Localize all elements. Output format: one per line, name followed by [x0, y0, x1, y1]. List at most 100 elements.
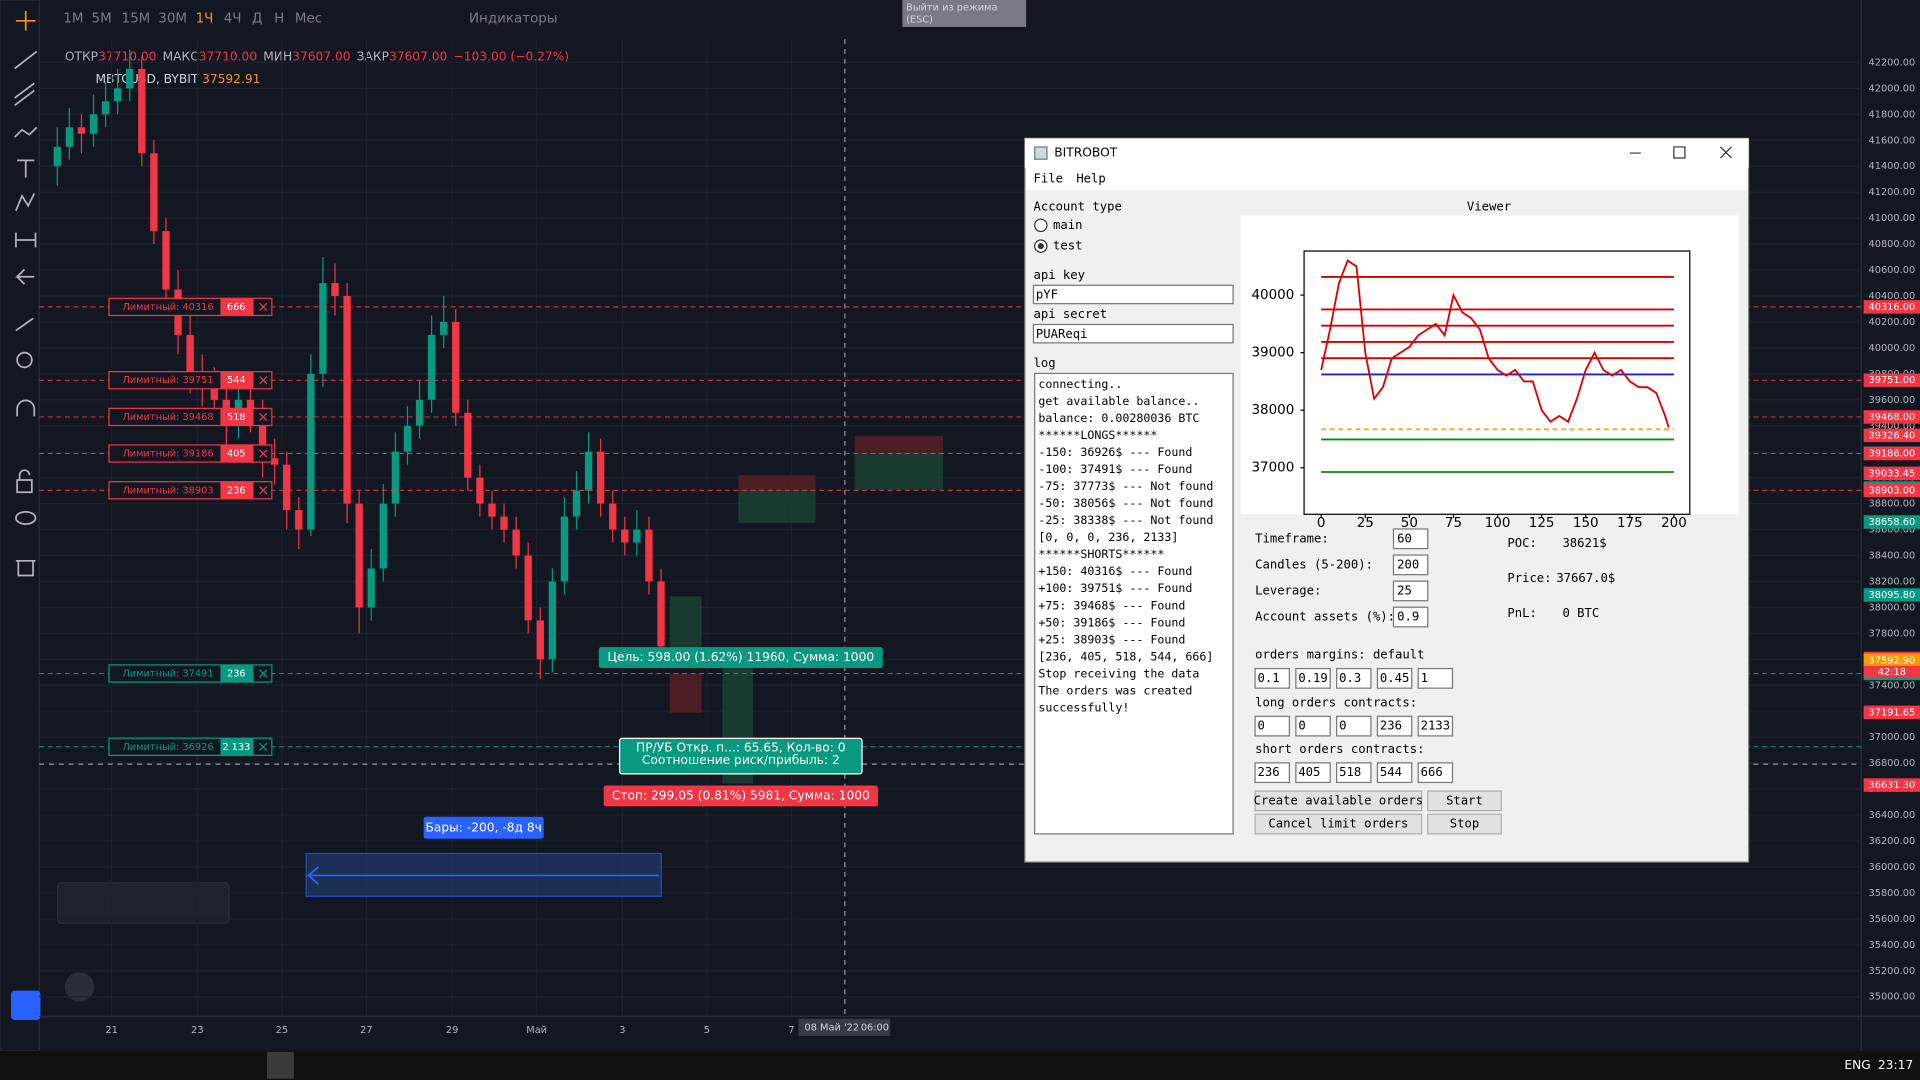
- order-qty: 405: [227, 449, 246, 460]
- input[interactable]: [1254, 667, 1291, 689]
- button-label[interactable]: Create available orders: [1254, 793, 1423, 807]
- input[interactable]: [1392, 554, 1429, 576]
- contract-input: 0.45: [1380, 671, 1409, 685]
- pattern-tool[interactable]: [15, 193, 36, 211]
- y-tick-label: 39600.00: [1869, 395, 1916, 406]
- timeframe-button[interactable]: 30М: [158, 11, 187, 26]
- input[interactable]: [1417, 715, 1454, 737]
- input[interactable]: [1254, 762, 1291, 784]
- input[interactable]: [1376, 715, 1413, 737]
- trendline-tool[interactable]: [14, 50, 38, 70]
- input[interactable]: [1295, 667, 1331, 689]
- input[interactable]: [1417, 762, 1454, 784]
- text-tool[interactable]: [17, 159, 35, 178]
- log-line: balance: 0.00280036 BTC: [1038, 411, 1199, 425]
- log-line: get available balance..: [1038, 394, 1199, 408]
- price-label: 39468.00: [1869, 412, 1916, 423]
- magnet-tool[interactable]: [16, 399, 36, 417]
- menu-item[interactable]: File: [1033, 171, 1062, 185]
- input[interactable]: [1254, 715, 1291, 737]
- candle-body: [246, 399, 255, 413]
- button[interactable]: [1427, 813, 1502, 835]
- contract-input: 236: [1380, 719, 1402, 733]
- log-line: [0, 0, 0, 236, 2133]: [1038, 530, 1178, 544]
- order-cancel[interactable]: [259, 376, 268, 385]
- button[interactable]: [1254, 790, 1423, 812]
- order-qty-bg: [220, 444, 254, 463]
- bot-titlebar: [1024, 138, 1749, 168]
- x-tick-label: 150: [1573, 516, 1599, 531]
- y-tick-label: 40600.00: [1869, 265, 1916, 276]
- input[interactable]: [1376, 762, 1413, 784]
- input[interactable]: [1392, 580, 1429, 602]
- lock-tool[interactable]: [16, 469, 33, 494]
- input[interactable]: [1336, 762, 1372, 784]
- taskbar-active-app[interactable]: [266, 1051, 294, 1079]
- order-cancel[interactable]: [259, 302, 268, 311]
- input[interactable]: [1336, 715, 1372, 737]
- input[interactable]: [1032, 323, 1234, 344]
- exit-fullscreen-label: Выйти из режима: [906, 2, 997, 13]
- eye-tool[interactable]: [15, 510, 37, 525]
- button-label[interactable]: Stop: [1450, 817, 1479, 831]
- order-cancel[interactable]: [259, 669, 268, 678]
- order-label: Лимитный: 36926: [122, 742, 213, 753]
- button-label[interactable]: Cancel limit orders: [1268, 817, 1408, 831]
- timeframe-button[interactable]: Д: [252, 11, 263, 26]
- log-line: ******SHORTS******: [1038, 547, 1164, 561]
- x-tick-label: 25: [1357, 516, 1374, 531]
- log-box: [1034, 372, 1234, 835]
- price-label-bg: [1863, 466, 1920, 481]
- crosshair-tool[interactable]: [15, 11, 36, 31]
- input[interactable]: [1032, 284, 1234, 305]
- favorites-button[interactable]: [11, 990, 41, 1020]
- candle-body: [596, 451, 605, 504]
- indicators-button[interactable]: Индикаторы: [469, 11, 558, 26]
- ruler-tool[interactable]: [15, 317, 34, 332]
- timeframe-button[interactable]: 5М: [92, 11, 112, 26]
- logo: [64, 972, 95, 1002]
- trash-tool[interactable]: [15, 559, 36, 577]
- button[interactable]: [1427, 790, 1502, 812]
- input[interactable]: [1295, 762, 1331, 784]
- timeframe-button[interactable]: 1М: [63, 11, 83, 26]
- radio[interactable]: [1034, 218, 1048, 233]
- input[interactable]: [1336, 667, 1372, 689]
- window-controls[interactable]: [1629, 146, 1732, 159]
- timeframe-button[interactable]: Н: [274, 11, 284, 26]
- order-qty: 544: [227, 375, 246, 386]
- order-label: Лимитный: 40316: [122, 302, 213, 313]
- input[interactable]: [1392, 606, 1429, 628]
- timeframe-button[interactable]: 1Ч: [196, 11, 214, 26]
- button[interactable]: [1254, 813, 1423, 835]
- fib-tool[interactable]: [14, 82, 35, 106]
- timeframe-button[interactable]: 4Ч: [224, 11, 242, 26]
- x-tick-label: 27: [360, 1025, 372, 1036]
- contract-input: 518: [1339, 765, 1361, 779]
- brush-tool[interactable]: [14, 126, 38, 138]
- zoom-tool[interactable]: [16, 351, 33, 369]
- price-label-bg: [1863, 778, 1920, 792]
- order-cancel[interactable]: [259, 486, 268, 495]
- y-tick-label: 40000: [1251, 288, 1294, 303]
- candle-body: [210, 386, 218, 400]
- button-label[interactable]: Start: [1446, 793, 1483, 807]
- back-tool[interactable]: [15, 268, 35, 285]
- candle-body: [560, 516, 569, 582]
- input[interactable]: [1295, 715, 1331, 737]
- exit-fullscreen-button[interactable]: [902, 0, 1027, 27]
- countdown-bg: [1863, 665, 1920, 679]
- order-qty-bg: [220, 481, 254, 499]
- input[interactable]: [1376, 667, 1413, 689]
- order-cancel[interactable]: [259, 412, 268, 422]
- menu-item[interactable]: Help: [1076, 171, 1105, 185]
- input[interactable]: [1392, 528, 1429, 550]
- order-cancel[interactable]: [259, 742, 268, 751]
- order-cancel[interactable]: [259, 449, 268, 458]
- timeframe-button[interactable]: Мес: [295, 11, 322, 26]
- timeframe-button[interactable]: 15М: [122, 11, 151, 26]
- input[interactable]: [1417, 667, 1454, 689]
- contract-input: 0: [1258, 719, 1265, 733]
- contract-input: 236: [1258, 765, 1280, 779]
- measure-tool[interactable]: [15, 232, 37, 248]
